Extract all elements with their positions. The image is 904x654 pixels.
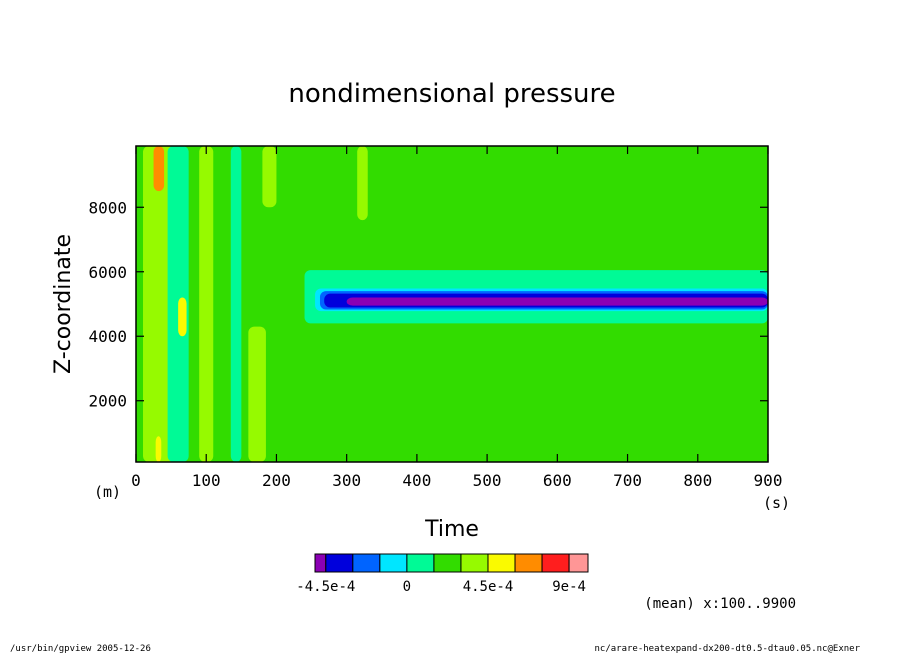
colorbar-swatch: [487, 553, 516, 573]
colorbar-swatch: [460, 553, 489, 573]
x-tick-label: 600: [543, 471, 572, 490]
y-tick-label: 6000: [88, 263, 127, 282]
x-tick-label: 700: [613, 471, 642, 490]
x-axis-label: Time: [424, 517, 479, 542]
contour-region-11: [230, 146, 242, 462]
colorbar-swatch: [568, 553, 589, 573]
y-unit-label: (m): [94, 483, 121, 501]
plot-area: [136, 146, 768, 462]
chart-title: nondimensional pressure: [288, 79, 615, 109]
x-tick-label: 500: [473, 471, 502, 490]
x-tick-label: 400: [402, 471, 431, 490]
colorbar-swatch: [541, 553, 570, 573]
colorbar-swatch: [314, 553, 327, 573]
contour-region-13: [248, 326, 266, 462]
y-tick-label: 4000: [88, 327, 127, 346]
footer-program: /usr/bin/gpview 2005-12-26: [10, 644, 151, 654]
y-tick-label: 2000: [88, 392, 127, 411]
x-tick-label: 800: [683, 471, 712, 490]
contour-region-5: [143, 146, 175, 462]
colorbar-swatch: [433, 553, 462, 573]
x-tick-label: 100: [192, 471, 221, 490]
y-axis-label: Z-coordinate: [51, 234, 76, 374]
contour-region-14: [357, 146, 368, 221]
colorbar-tick-label: 4.5e-4: [463, 579, 514, 595]
x-tick-label: 0: [131, 471, 141, 490]
colorbar-swatch: [514, 553, 543, 573]
x-tick-label: 200: [262, 471, 291, 490]
contour-region-9: [178, 297, 187, 337]
contour-region-4: [346, 297, 768, 306]
colorbar-swatch: [352, 553, 381, 573]
plot-frame: [135, 145, 769, 463]
x-tick-label: 900: [754, 471, 783, 490]
contour-region-6: [153, 146, 165, 192]
contour-region-7: [155, 436, 162, 462]
footer-source: nc/arare-heatexpand-dx200-dt0.5-dtau0.05…: [594, 644, 860, 654]
mean-annotation: (mean) x:100..9900: [644, 596, 796, 612]
contour-region-12: [262, 146, 277, 208]
colorbar-swatch: [406, 553, 435, 573]
colorbar: [314, 553, 589, 573]
contour-region-10: [199, 146, 214, 462]
colorbar-swatch: [379, 553, 408, 573]
colorbar-swatch: [325, 553, 354, 573]
colorbar-tick-label: 0: [403, 579, 411, 595]
x-unit-label: (s): [763, 494, 790, 512]
x-tick-label: 300: [332, 471, 361, 490]
colorbar-tick-label: -4.5e-4: [296, 579, 355, 595]
colorbar-tick-label: 9e-4: [552, 579, 586, 595]
y-tick-label: 8000: [88, 198, 127, 217]
